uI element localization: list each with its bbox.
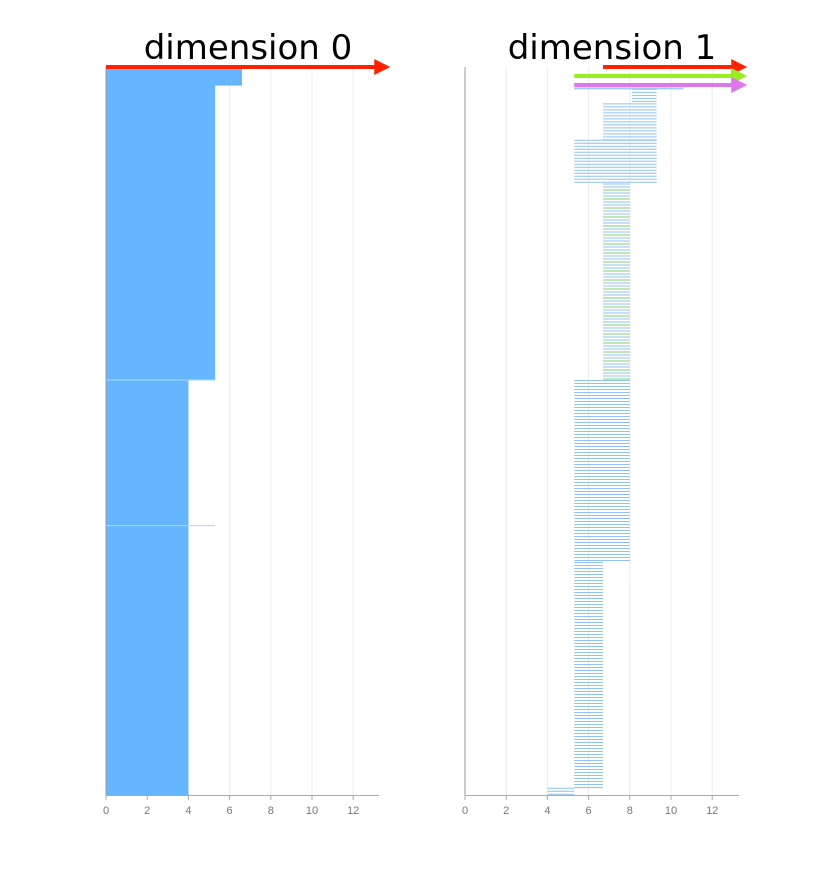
bar-dim1-5 [574, 562, 604, 789]
top-bar-dim1 [574, 87, 684, 90]
tick-labels-dim1: 0 2 4 6 8 10 12 [462, 805, 718, 817]
tick-label-dim0-2: 4 [185, 805, 191, 817]
tick-label-dim0-5: 10 [306, 805, 318, 817]
title-dimension-1: dimension 1 [508, 28, 717, 68]
bar-dim0-0 [106, 67, 242, 86]
tick-label-dim1-3: 6 [586, 805, 592, 817]
axes-dim0 [105, 67, 379, 800]
tick-labels-dim0: 0 2 4 6 8 10 12 [103, 805, 359, 817]
arrow-head-dim1-2 [731, 77, 748, 93]
tick-label-dim0-4: 8 [268, 805, 274, 817]
panel-dimension-1: 0 2 4 6 8 10 12 dimension 1 [462, 28, 748, 817]
tick-label-dim1-2: 4 [544, 805, 550, 817]
bar-dim1-4 [574, 380, 630, 562]
arrow-head-dim0-0 [374, 59, 391, 75]
bars-dim0 [106, 67, 242, 796]
tick-label-dim0-1: 2 [144, 805, 150, 817]
tick-label-dim0-6: 12 [347, 805, 359, 817]
bar-dim1-1 [603, 103, 657, 141]
panel-dimension-0: 0 2 4 6 8 10 12 dimension 0 [103, 28, 391, 817]
bar-dim1-3 [603, 183, 630, 380]
tick-label-dim1-1: 2 [503, 805, 509, 817]
tick-label-dim1-6: 12 [706, 805, 718, 817]
bars-dim1 [547, 87, 684, 795]
bar-dim0-2 [106, 380, 189, 796]
tick-label-dim1-4: 8 [627, 805, 633, 817]
axes-dim1 [464, 67, 739, 800]
tick-label-dim0-3: 6 [227, 805, 233, 817]
bar-dim1-6 [547, 787, 575, 795]
tick-label-dim1-5: 10 [665, 805, 677, 817]
title-dimension-0: dimension 0 [144, 28, 353, 68]
tick-label-dim0-0: 0 [103, 805, 109, 817]
bar-dim0-1 [106, 85, 216, 381]
arrows-dim1 [574, 59, 748, 93]
bar-dim1-2 [574, 139, 657, 183]
arrows-dim0 [106, 59, 391, 75]
bar-dim1-0 [631, 88, 657, 102]
tick-label-dim1-0: 0 [462, 805, 468, 817]
